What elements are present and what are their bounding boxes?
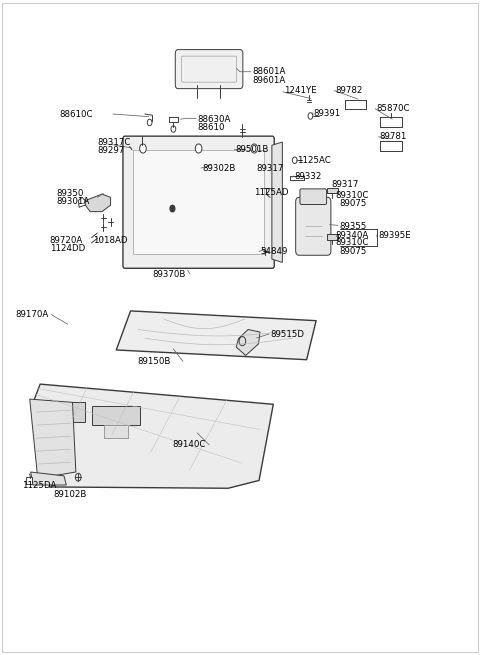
Text: 89391: 89391 [314,109,341,118]
Text: 89782: 89782 [335,86,362,95]
Polygon shape [272,142,282,263]
Text: 89317: 89317 [331,181,359,189]
Text: 1018AD: 1018AD [94,236,128,245]
Polygon shape [31,472,66,485]
Text: 85870C: 85870C [376,104,409,113]
Text: 89340A: 89340A [335,231,369,240]
Text: 88630A: 88630A [197,115,230,124]
Text: 1241YE: 1241YE [284,86,316,95]
Text: 89075: 89075 [339,198,366,208]
Text: 89332: 89332 [295,172,322,181]
Text: 89601A: 89601A [252,77,285,85]
Text: 1125AD: 1125AD [254,187,289,196]
Text: 89317: 89317 [257,164,284,172]
Circle shape [195,144,202,153]
FancyBboxPatch shape [296,197,331,255]
Polygon shape [35,384,273,488]
Text: 89350: 89350 [57,189,84,198]
Polygon shape [116,311,316,360]
Text: 89170A: 89170A [15,310,48,319]
Bar [327,187,337,193]
Text: 89297: 89297 [97,146,124,155]
Text: 89310C: 89310C [335,191,369,200]
Polygon shape [236,329,260,356]
Text: 1125AC: 1125AC [297,156,331,165]
FancyBboxPatch shape [300,189,326,204]
FancyBboxPatch shape [175,50,243,88]
Polygon shape [30,399,76,479]
Bar [93,405,140,425]
Bar [59,402,85,422]
Text: 88610: 88610 [197,122,225,132]
Text: 89501B: 89501B [235,145,269,154]
Text: 89150B: 89150B [138,357,171,366]
FancyBboxPatch shape [123,136,274,269]
Bar [126,149,133,155]
Bar [327,234,337,240]
Bar [104,425,128,438]
Text: 89075: 89075 [339,247,366,256]
Circle shape [140,144,146,153]
Text: 89781: 89781 [379,132,407,141]
Text: 89317C: 89317C [97,138,131,147]
Text: 89140C: 89140C [172,440,206,449]
Bar [26,477,32,483]
Text: 89720A: 89720A [49,236,83,245]
Text: 1124DD: 1124DD [49,244,85,253]
Circle shape [251,144,258,153]
Circle shape [170,205,175,212]
Text: 89515D: 89515D [270,329,304,339]
Text: 89102B: 89102B [53,490,87,498]
Text: 88610C: 88610C [59,109,93,119]
Text: 89370B: 89370B [152,270,185,278]
Text: 89355: 89355 [339,222,366,231]
Text: 88601A: 88601A [252,67,285,76]
Text: 1125DA: 1125DA [22,481,57,489]
Text: 54849: 54849 [260,247,288,256]
Text: 89302B: 89302B [202,164,235,172]
Text: 89395E: 89395E [378,231,411,240]
Text: 89310C: 89310C [335,238,369,248]
Text: 89301A: 89301A [57,196,90,206]
Polygon shape [85,194,110,212]
Bar [133,151,264,254]
